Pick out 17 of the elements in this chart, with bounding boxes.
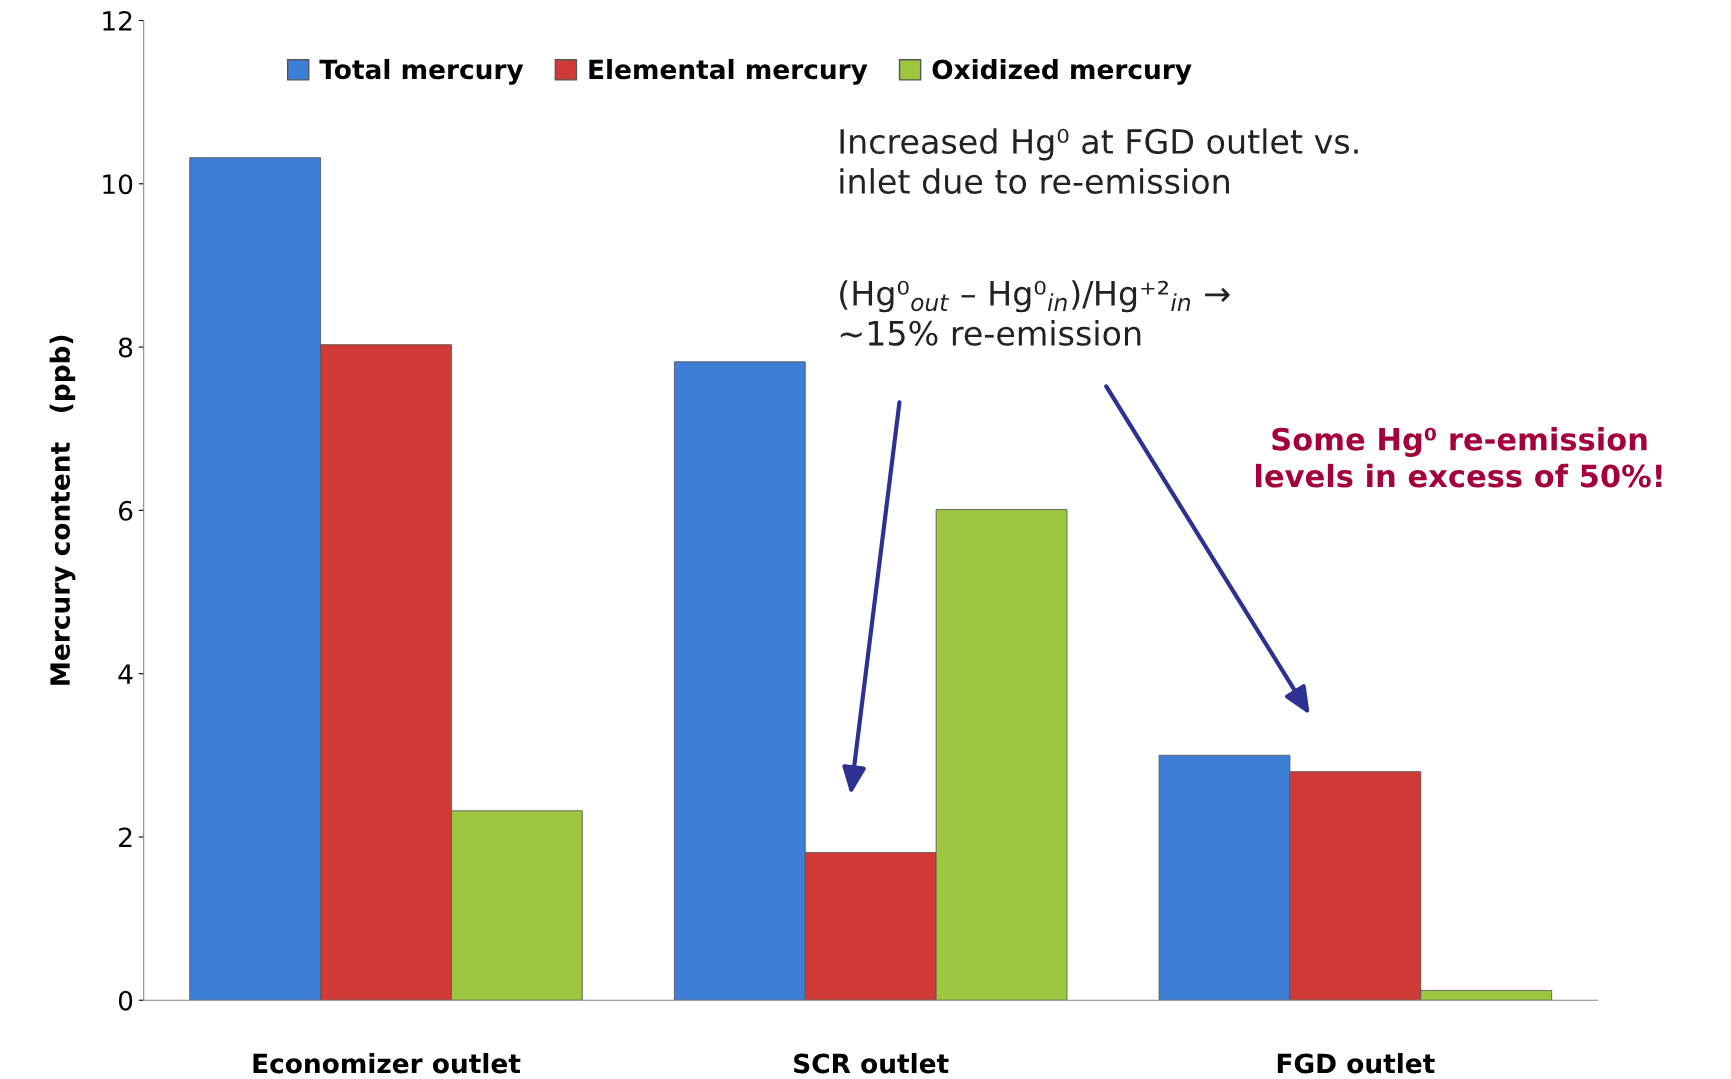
- x-tick-label: SCR outlet: [794, 1053, 949, 1074]
- y-tick-label: 2: [119, 827, 132, 847]
- legend-label: Oxidized mercury: [932, 58, 1192, 85]
- annotation: Some Hg⁰ re-emission levels in excess of 50%!: [1256, 427, 1662, 488]
- text: (Hg⁰$_{out}$ – Hg⁰$_{in}$)/Hg⁺²$_{in}$ → ~15% re-emission: [840, 280, 1230, 346]
- legend-label: Total mercury: [319, 58, 524, 85]
- y-tick-label: 10: [103, 174, 133, 195]
- y-tick-label: 8: [118, 337, 133, 358]
- annotation: Increased Hg⁰ at FGD outlet vs. inlet due to re-emission: [840, 128, 1358, 194]
- y-tick-label: 6: [119, 500, 133, 521]
- legend-label: Elemental mercury: [589, 58, 868, 85]
- x-tick-label: Economizer outlet: [253, 1053, 521, 1074]
- y-axis-title: Mercury content (ppb): [49, 335, 76, 685]
- x-tick-label: FGD outlet: [1277, 1053, 1435, 1074]
- y-tick-label: 4: [118, 664, 133, 684]
- y-tick-label: 12: [103, 10, 132, 31]
- y-tick-label: 0: [118, 990, 133, 1011]
